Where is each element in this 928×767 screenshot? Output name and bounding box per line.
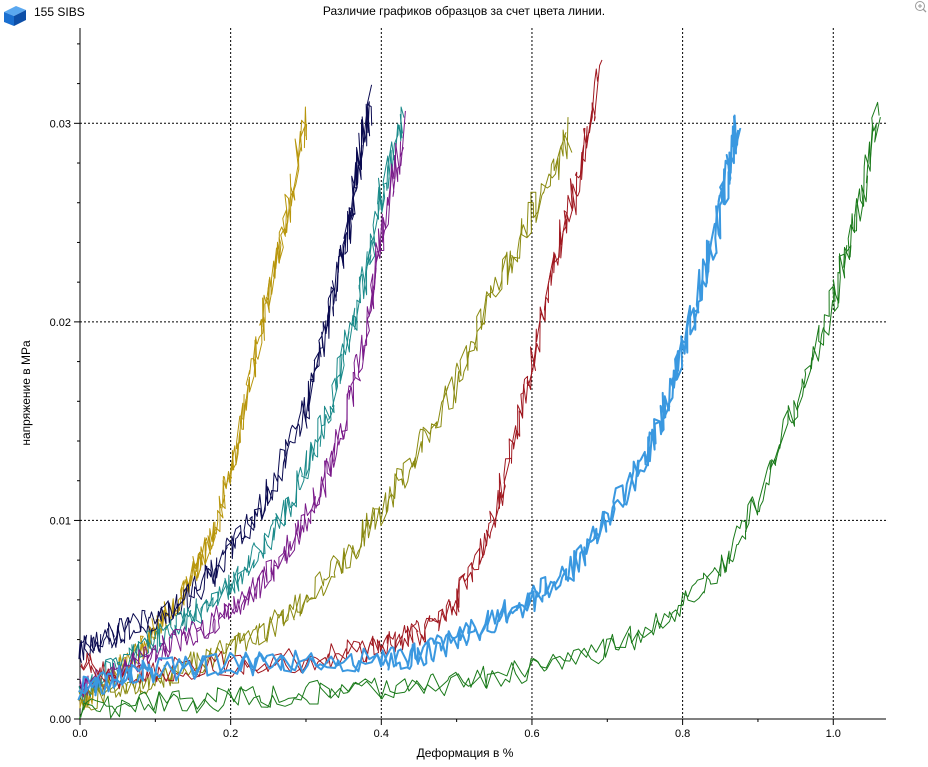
x-axis-label: Деформация в % bbox=[417, 746, 514, 760]
series-line bbox=[78, 106, 405, 704]
zoom-icon[interactable] bbox=[914, 0, 927, 13]
y-tick-label: 0.02 bbox=[50, 317, 71, 329]
x-tick-label: 0.0 bbox=[72, 728, 87, 740]
chart-title: Различие графиков образцов за счет цвета… bbox=[322, 4, 606, 18]
tick-labels: 0.0 0.2 0.4 0.6 0.8 1.0 0.00 0.01 0.02 0.03 bbox=[50, 118, 841, 740]
series-layer bbox=[77, 59, 881, 720]
series-line bbox=[79, 114, 403, 693]
x-tick-label: 1.0 bbox=[826, 728, 841, 740]
series-line bbox=[78, 115, 742, 697]
y-axis-label: напряжение в MPa bbox=[19, 340, 33, 446]
series-line bbox=[80, 101, 880, 719]
x-tick-label: 0.2 bbox=[223, 728, 238, 740]
axes bbox=[79, 28, 886, 720]
y-tick-label: 0.00 bbox=[50, 714, 71, 726]
ticks bbox=[74, 43, 834, 725]
y-tick-label: 0.01 bbox=[50, 515, 71, 527]
x-tick-label: 0.6 bbox=[524, 728, 539, 740]
series-line bbox=[80, 68, 599, 690]
series-line bbox=[78, 106, 307, 708]
y-tick-label: 0.03 bbox=[50, 118, 71, 130]
series-line bbox=[81, 117, 569, 711]
series-line bbox=[79, 101, 373, 663]
series-line bbox=[79, 110, 406, 696]
x-tick-label: 0.8 bbox=[675, 728, 690, 740]
blue-box-icon bbox=[4, 6, 26, 26]
x-tick-label: 0.4 bbox=[374, 728, 389, 740]
series-line bbox=[78, 116, 881, 720]
app-name: 155 SIBS bbox=[34, 5, 85, 19]
series-line bbox=[81, 59, 603, 688]
series-line bbox=[78, 84, 373, 660]
